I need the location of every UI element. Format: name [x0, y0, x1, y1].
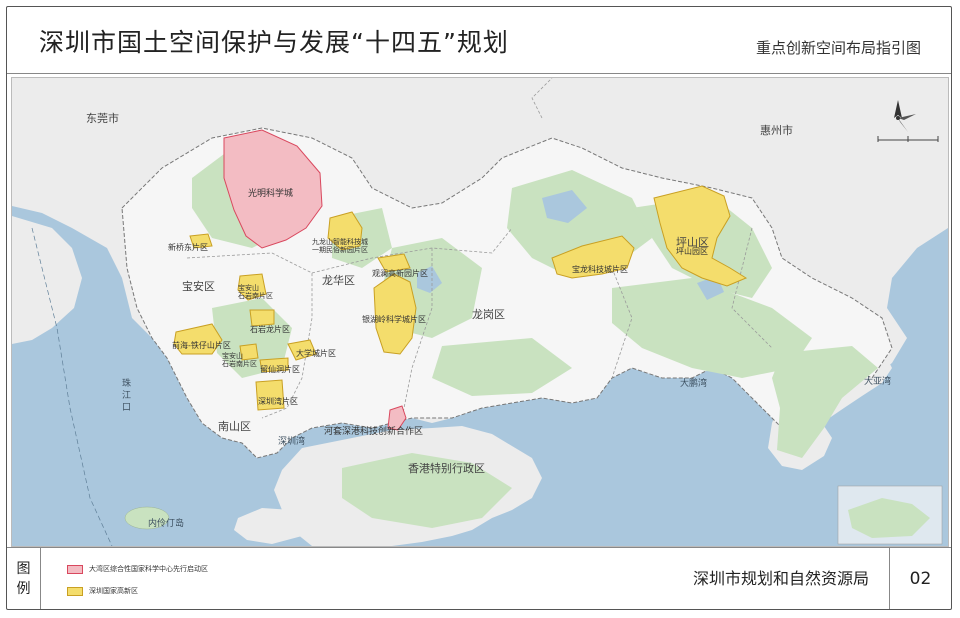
- north-arrow-icon: [894, 100, 916, 132]
- xinqiaodong-zone: [189, 233, 213, 249]
- header: 深圳市国土空间保护与发展“十四五”规划 重点创新空间布局指引图: [7, 7, 951, 74]
- dalang-zone: [287, 339, 317, 361]
- reservoir: [542, 190, 587, 223]
- label-pingshan: 坪山区: [676, 236, 709, 249]
- lantau-island: [234, 508, 312, 544]
- label-hongkong: 香港特别行政区: [408, 462, 485, 475]
- yinhu-zone: [373, 273, 417, 355]
- legend-label: 深圳国家高新区: [89, 587, 138, 595]
- agency-name: 深圳市规划和自然资源局: [692, 569, 869, 588]
- label-shenzhenwan-zone: 深圳湾片区: [258, 397, 298, 406]
- label-liuxian: 留仙洞片区: [260, 365, 300, 374]
- west-coast: [12, 216, 82, 344]
- baolong-zone: [551, 235, 635, 279]
- district-border: [611, 267, 633, 379]
- jiulongshan-zone: [327, 211, 363, 251]
- map-graphic: [12, 78, 948, 546]
- district-border: [186, 252, 313, 419]
- label-baolong: 宝龙科技城片区: [572, 265, 628, 274]
- label-dapengwan: 大鹏湾: [680, 379, 708, 389]
- guanlan-zone: [377, 253, 411, 273]
- neilingding-island: [124, 506, 170, 530]
- reservoir: [417, 266, 442, 293]
- district-border: [401, 248, 433, 419]
- label-yinhu: 银湖岭科学城片区: [362, 315, 426, 324]
- green-area: [342, 453, 512, 528]
- label-dayawan: 大亚湾: [864, 377, 892, 387]
- green-area: [432, 338, 572, 396]
- label-neilingding: 内伶仃岛: [148, 519, 185, 529]
- label-baoan: 宝安区: [182, 280, 215, 293]
- green-area: [612, 278, 812, 378]
- label-zhujiangkou: 珠 江 口: [122, 379, 132, 413]
- legend-label: 大湾区综合性国家科学中心先行启动区: [89, 565, 208, 573]
- label-huizhou: 惠州市: [760, 124, 793, 137]
- shiyan-zone: [249, 309, 275, 327]
- label-shenzhenwan: 深圳湾: [278, 437, 306, 447]
- label-nanshan-liuxian: 宝安山 石岩南片区: [222, 352, 257, 368]
- label-guanlan: 观澜高新园片区: [372, 269, 428, 278]
- label-jiulongshan: 九龙山智能科技城 一期民俗新园片区: [312, 238, 368, 254]
- legend-item-science-center: 大湾区综合性国家科学中心先行启动区: [67, 564, 208, 574]
- label-longgang: 龙岗区: [472, 308, 505, 321]
- science-city-zone: [223, 129, 323, 249]
- label-longhua: 龙华区: [322, 274, 355, 287]
- label-qianhai: 前海-铁仔山片区: [172, 341, 231, 350]
- label-hetao: 河套深港科技创新合作区: [324, 427, 424, 437]
- liuxian-zone: [259, 357, 289, 373]
- map-sheet: 深圳市国土空间保护与发展“十四五”规划 重点创新空间布局指引图: [6, 6, 952, 610]
- label-dongguan: 东莞市: [86, 112, 119, 125]
- label-pingshan-park: 坪山园区: [676, 247, 708, 256]
- nanshan-liuxian-zone: [239, 343, 259, 361]
- hetao-zone: [387, 405, 407, 431]
- footer: 图 例 大湾区综合性国家科学中心先行启动区 深圳国家高新区 深圳市规划和自然资源…: [7, 547, 951, 609]
- qianhai-zone: [173, 323, 223, 355]
- shiyan-north-zone: [237, 273, 267, 301]
- estuary-line: [31, 227, 113, 546]
- label-xinqiaodong: 新桥东片区: [168, 243, 208, 252]
- legend-item-high-tech: 深圳国家高新区: [67, 586, 138, 596]
- map-canvas[interactable]: 东莞市 惠州市 香港特别行政区 宝安区 龙华区 龙岗区 坪山区 南山区 珠 江 …: [11, 77, 949, 547]
- page-title: 深圳市国土空间保护与发展“十四五”规划: [39, 28, 509, 57]
- scale-ticks: [877, 136, 939, 142]
- label-dalang: 大学城片区: [296, 349, 336, 358]
- district-border: [731, 227, 773, 349]
- page-subtitle: 重点创新空间布局指引图: [755, 39, 921, 57]
- city-border: [531, 78, 553, 119]
- pingshan-zone: [653, 185, 748, 287]
- shenzhenwan-zone: [255, 379, 285, 411]
- inset-land: [848, 498, 930, 538]
- label-songgang: 宝安山 石岩南片区: [238, 284, 273, 300]
- legend-swatch-pink: [67, 564, 83, 574]
- page-number: 02: [889, 548, 951, 609]
- label-nanshan: 南山区: [218, 420, 251, 433]
- label-guangming-science-city: 光明科学城: [248, 189, 294, 199]
- legend-swatch-yellow: [67, 586, 83, 596]
- label-shiyan: 石岩龙片区: [250, 325, 290, 334]
- legend-title: 图 例: [7, 548, 41, 609]
- green-area: [772, 346, 878, 458]
